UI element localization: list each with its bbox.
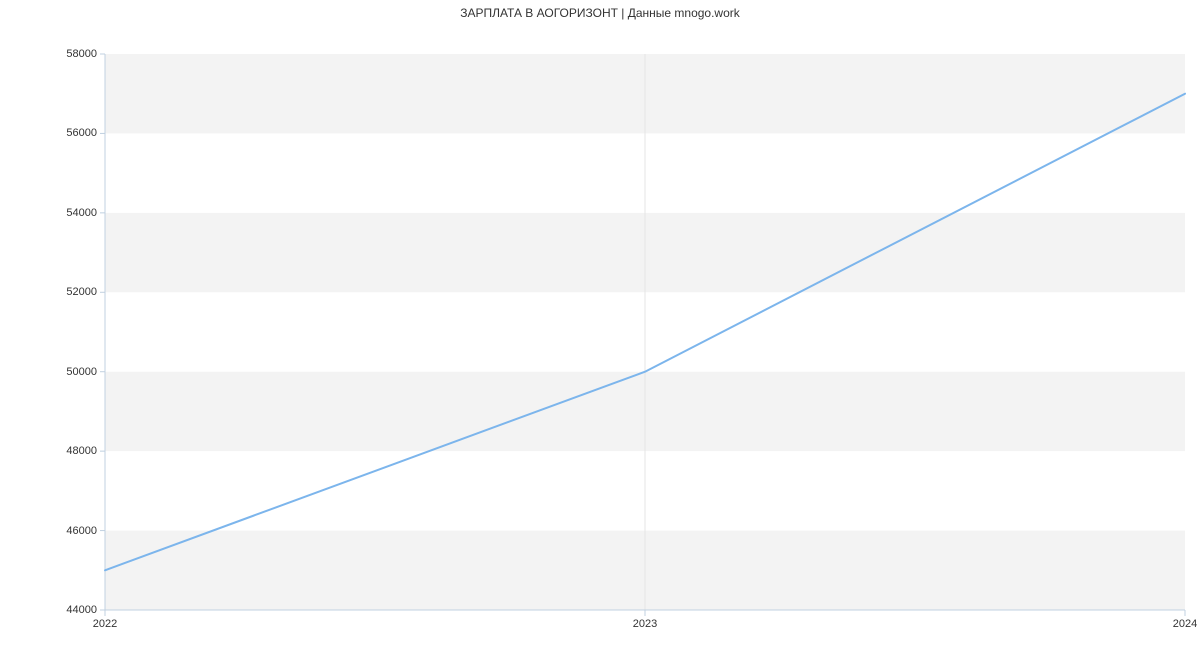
y-axis-tick-label: 52000: [66, 286, 97, 298]
y-axis-tick-label: 46000: [66, 525, 97, 537]
y-axis-tick-label: 50000: [66, 366, 97, 378]
plot-area: 4400046000480005000052000540005600058000…: [105, 54, 1185, 610]
chart-title: ЗАРПЛАТА В АОГОРИЗОНТ | Данные mnogo.wor…: [0, 6, 1200, 20]
x-axis-tick-label: 2023: [633, 618, 657, 630]
salary-chart: ЗАРПЛАТА В АОГОРИЗОНТ | Данные mnogo.wor…: [0, 0, 1200, 650]
x-axis-tick-label: 2022: [93, 618, 117, 630]
y-axis-tick-label: 58000: [66, 48, 97, 60]
x-axis-tick-label: 2024: [1173, 618, 1197, 630]
chart-svg: [105, 54, 1185, 610]
y-axis-tick-label: 54000: [66, 207, 97, 219]
y-axis-tick-label: 44000: [66, 604, 97, 616]
y-axis-tick-label: 56000: [66, 127, 97, 139]
y-axis-tick-label: 48000: [66, 445, 97, 457]
